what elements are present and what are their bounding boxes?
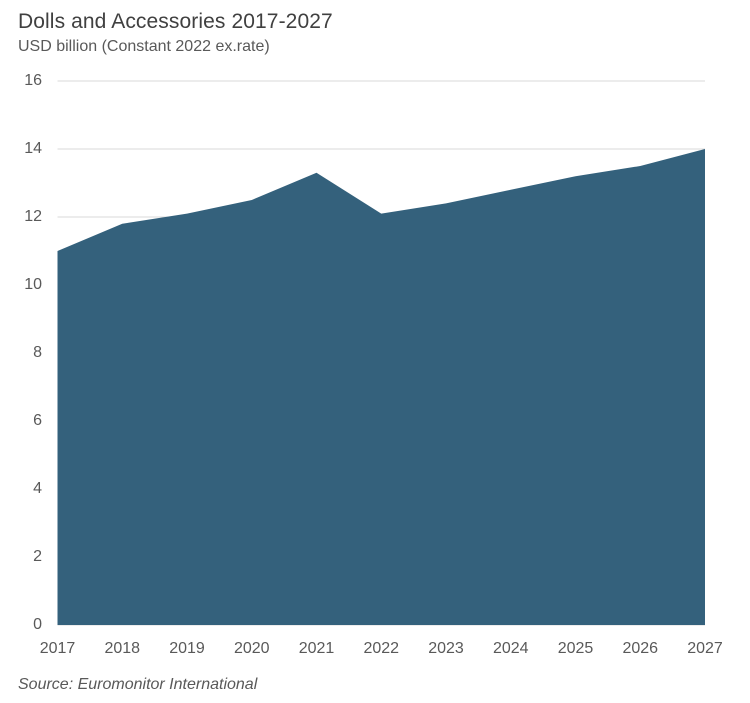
area-series bbox=[57, 149, 705, 625]
source-note: Source: Euromonitor International bbox=[18, 676, 258, 693]
chart-title: Dolls and Accessories 2017-2027 bbox=[18, 10, 333, 33]
chart-subtitle: USD billion (Constant 2022 ex.rate) bbox=[18, 38, 270, 55]
